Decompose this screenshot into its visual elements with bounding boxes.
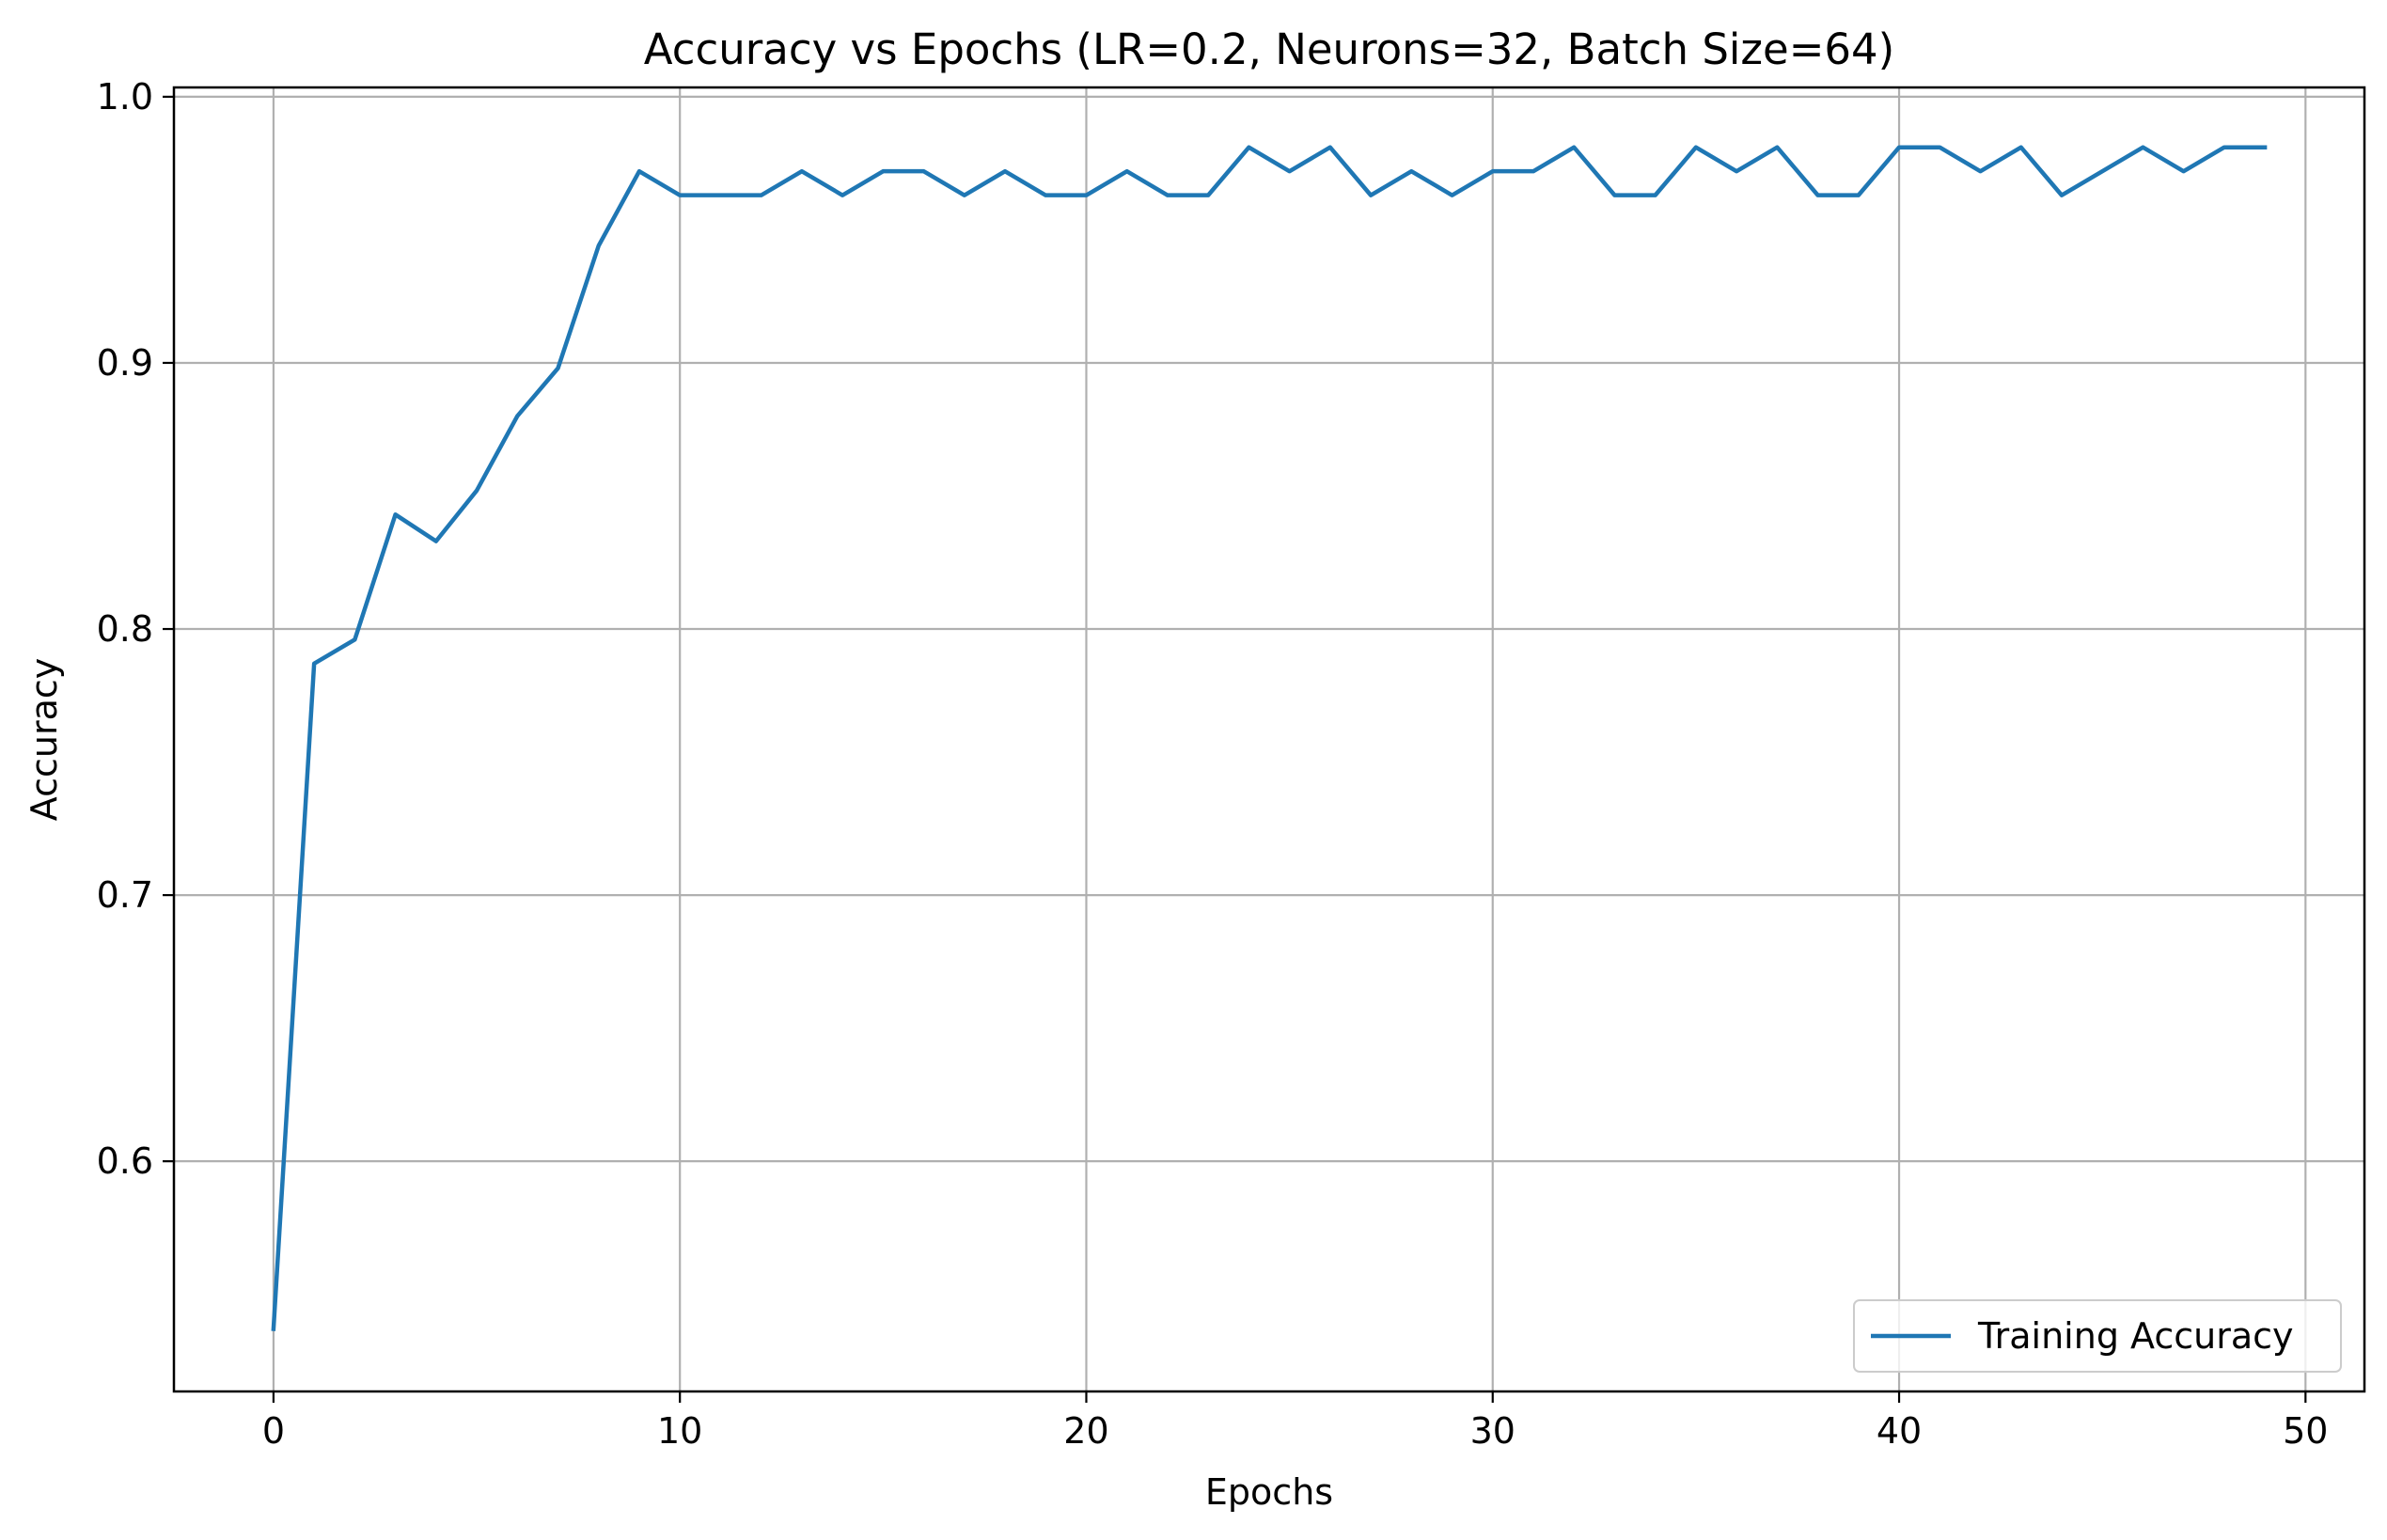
y-axis-label: Accuracy (24, 658, 65, 822)
y-tick-label: 0.8 (97, 608, 153, 650)
legend-box (1853, 1299, 2342, 1373)
y-tick-label: 1.0 (97, 76, 153, 118)
y-tick-label: 0.6 (97, 1140, 153, 1182)
x-tick-label: 10 (657, 1410, 702, 1452)
grid-lines (174, 87, 2364, 1391)
x-tick-label: 30 (1470, 1410, 1515, 1452)
x-axis-label: Epochs (1205, 1471, 1333, 1513)
x-tick-label: 50 (2283, 1410, 2328, 1452)
plot-area-frame (172, 86, 2366, 1393)
x-tick-label: 40 (1877, 1410, 1922, 1452)
y-tick-label: 0.9 (97, 342, 153, 384)
y-tick-label: 0.7 (97, 874, 153, 916)
axis-ticks: 0 10 20 30 40 50 0.6 0.7 0.8 0.9 1.0 (97, 76, 2329, 1452)
x-tick-label: 20 (1063, 1410, 1108, 1452)
series-layer (271, 145, 2268, 1331)
legend-label-training-accuracy: Training Accuracy (1977, 1315, 2294, 1357)
legend: Training Accuracy (1853, 1299, 2342, 1373)
x-tick-label: 0 (262, 1410, 285, 1452)
series-line-training-accuracy (271, 145, 2268, 1331)
chart-title: Accuracy vs Epochs (LR=0.2, Neurons=32, … (644, 24, 1894, 74)
